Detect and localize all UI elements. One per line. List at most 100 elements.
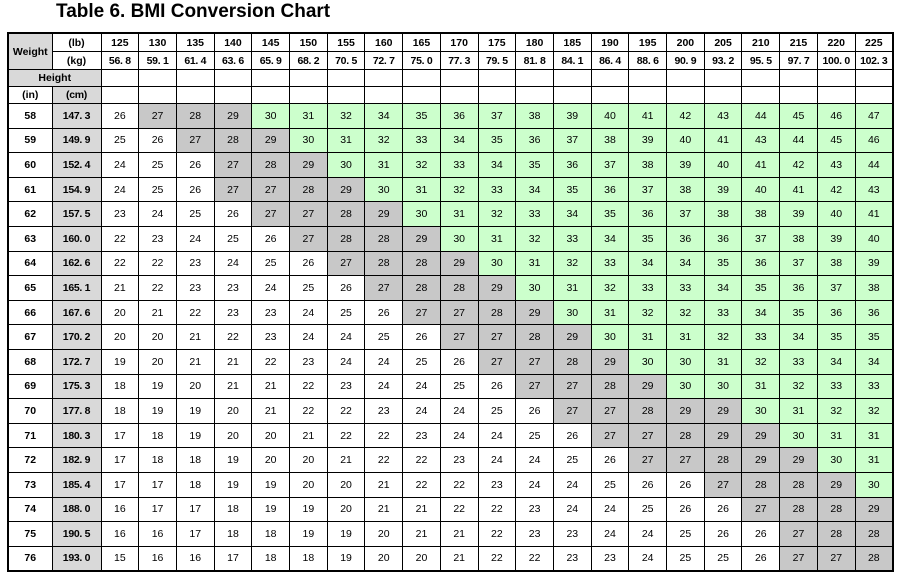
bmi-value-cell: 18 — [138, 422, 177, 449]
weight-kg-header: 75. 0 — [402, 51, 441, 70]
height-in-cell: 70 — [7, 398, 53, 424]
bmi-value-cell: 15 — [100, 545, 140, 572]
bmi-value-cell: 18 — [251, 545, 291, 572]
weight-kg-header: 68. 2 — [289, 51, 328, 70]
bmi-value-cell: 31 — [741, 373, 781, 400]
bmi-value-cell: 28 — [477, 299, 517, 326]
bmi-value-cell: 17 — [138, 496, 177, 523]
weight-kg-header: 56. 8 — [100, 51, 140, 70]
bmi-value-cell: 19 — [213, 447, 253, 473]
bmi-value-cell: 19 — [289, 521, 328, 547]
bmi-value-cell: 21 — [439, 521, 479, 547]
bmi-value-cell: 30 — [741, 398, 781, 424]
bmi-value-cell: 34 — [364, 103, 404, 129]
table-row: 61 154. 9 24 25 26 27 27 28 29 30 31 32 33 34 35 36 37 38… — [7, 176, 894, 203]
bmi-value-cell: 23 — [175, 275, 215, 301]
kg-unit-label: (kg) — [51, 51, 102, 70]
bmi-value-cell: 26 — [289, 250, 328, 277]
weight-kg-header: 59. 1 — [138, 51, 177, 70]
bmi-value-cell: 26 — [364, 299, 404, 326]
bmi-value-cell: 24 — [628, 545, 668, 572]
blank-cell — [628, 69, 668, 87]
bmi-value-cell: 25 — [138, 176, 177, 203]
bmi-value-cell: 25 — [364, 324, 404, 350]
bmi-value-cell: 24 — [326, 324, 366, 350]
bmi-value-cell: 32 — [552, 250, 592, 277]
bmi-value-cell: 23 — [515, 521, 554, 547]
weight-lb-header: 210 — [741, 32, 781, 52]
bmi-value-cell: 17 — [175, 496, 215, 523]
bmi-value-cell: 28 — [816, 496, 856, 523]
bmi-value-cell: 38 — [779, 225, 818, 252]
blank-cell — [779, 69, 818, 87]
bmi-value-cell: 33 — [666, 275, 705, 301]
bmi-value-cell: 28 — [666, 422, 705, 449]
height-cm-cell: 167. 6 — [51, 299, 102, 326]
bmi-value-cell: 24 — [251, 275, 291, 301]
bmi-value-cell: 25 — [138, 152, 177, 178]
bmi-value-cell: 24 — [590, 521, 630, 547]
weight-lb-header: 125 — [100, 32, 140, 52]
bmi-value-cell: 26 — [741, 521, 781, 547]
weight-kg-header: 88. 6 — [628, 51, 668, 70]
bmi-value-cell: 23 — [175, 250, 215, 277]
height-label-row: Height — [7, 69, 894, 87]
height-cm-cell: 193. 0 — [51, 545, 102, 572]
bmi-value-cell: 39 — [628, 127, 668, 154]
bmi-value-cell: 34 — [439, 127, 479, 154]
bmi-value-cell: 27 — [477, 324, 517, 350]
bmi-value-cell: 35 — [779, 299, 818, 326]
bmi-value-cell: 24 — [477, 447, 517, 473]
bmi-value-cell: 18 — [213, 521, 253, 547]
bmi-value-cell: 47 — [854, 103, 894, 129]
weight-kg-header: 84. 1 — [552, 51, 592, 70]
bmi-value-cell: 36 — [628, 201, 668, 227]
height-in-cell: 68 — [7, 348, 53, 375]
bmi-value-cell: 26 — [439, 348, 479, 375]
blank-cell — [590, 69, 630, 87]
bmi-value-cell: 39 — [552, 103, 592, 129]
bmi-value-cell: 39 — [703, 176, 743, 203]
weight-kg-header: 93. 2 — [703, 51, 743, 70]
bmi-value-cell: 30 — [477, 250, 517, 277]
height-cm-cell: 157. 5 — [51, 201, 102, 227]
height-in-cell: 69 — [7, 373, 53, 400]
bmi-value-cell: 17 — [213, 545, 253, 572]
bmi-value-cell: 26 — [552, 422, 592, 449]
bmi-value-cell: 16 — [138, 545, 177, 572]
bmi-value-cell: 26 — [590, 447, 630, 473]
bmi-value-cell: 28 — [854, 545, 894, 572]
bmi-value-cell: 36 — [854, 299, 894, 326]
bmi-value-cell: 26 — [175, 152, 215, 178]
bmi-value-cell: 32 — [779, 373, 818, 400]
table-row: 58 147. 3 26 27 28 29 30 31 32 34 35 36 37 38 39 40 41 42… — [7, 103, 894, 129]
bmi-value-cell: 22 — [477, 545, 517, 572]
weight-kg-header: 81. 8 — [515, 51, 554, 70]
bmi-value-cell: 27 — [703, 471, 743, 498]
bmi-value-cell: 34 — [854, 348, 894, 375]
bmi-value-cell: 28 — [364, 225, 404, 252]
bmi-value-cell: 32 — [628, 299, 668, 326]
bmi-value-cell: 26 — [628, 471, 668, 498]
bmi-value-cell: 27 — [138, 103, 177, 129]
blank-cell — [816, 86, 856, 104]
bmi-value-cell: 23 — [213, 299, 253, 326]
bmi-value-cell: 28 — [779, 496, 818, 523]
blank-cell — [515, 69, 554, 87]
bmi-value-cell: 44 — [779, 127, 818, 154]
bmi-value-cell: 28 — [854, 521, 894, 547]
bmi-value-cell: 24 — [138, 201, 177, 227]
blank-cell — [628, 86, 668, 104]
bmi-value-cell: 22 — [515, 545, 554, 572]
bmi-table: Weight (lb) 125 130 135 140 145 150 155 160 165 1… — [7, 32, 894, 573]
bmi-value-cell: 28 — [552, 348, 592, 375]
height-label: Height — [7, 69, 102, 87]
bmi-value-cell: 20 — [289, 471, 328, 498]
table-row: 73 185. 4 17 17 18 19 19 20 20 21 22 22 23 24 24 25 26 26… — [7, 471, 894, 498]
height-cm-cell: 170. 2 — [51, 324, 102, 350]
bmi-value-cell: 31 — [628, 324, 668, 350]
height-cm-cell: 160. 0 — [51, 225, 102, 252]
bmi-value-cell: 29 — [439, 250, 479, 277]
bmi-value-cell: 16 — [138, 521, 177, 547]
bmi-value-cell: 25 — [326, 299, 366, 326]
